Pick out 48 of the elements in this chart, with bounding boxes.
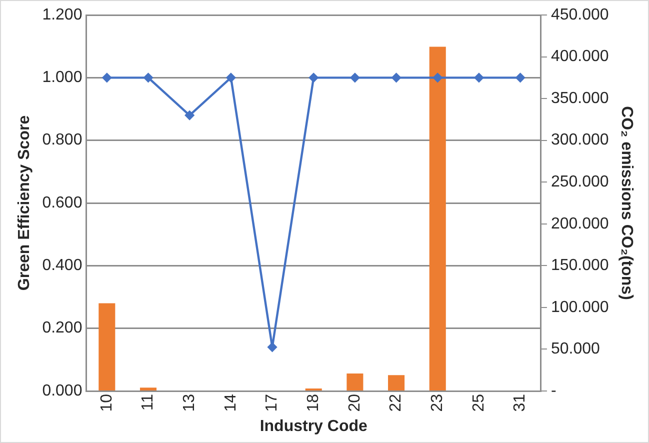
y2-tick-label: 450.000 bbox=[550, 6, 609, 24]
x-tick-label: 22 bbox=[388, 394, 405, 412]
y2-tick-label: 50.000 bbox=[550, 340, 600, 358]
y-tick-label: 0.400 bbox=[42, 257, 82, 274]
y-tick-label: 1.200 bbox=[42, 6, 82, 24]
y2-tick-label: 300.000 bbox=[550, 132, 609, 149]
bar bbox=[346, 373, 364, 391]
x-tick-label: 11 bbox=[140, 394, 157, 411]
point bbox=[516, 73, 525, 82]
point bbox=[433, 73, 442, 82]
bar bbox=[140, 388, 157, 391]
x-tick-label: 10 bbox=[98, 394, 116, 412]
x-axis-title: Industry Code bbox=[260, 418, 368, 435]
point bbox=[350, 73, 360, 82]
x-tick-label: 14 bbox=[222, 394, 240, 412]
x-tick-label: 25 bbox=[470, 394, 488, 412]
y2-tick-label: 150.000 bbox=[550, 257, 609, 274]
point bbox=[144, 73, 153, 82]
y2-tick-label: 200.000 bbox=[550, 215, 609, 232]
y2-tick-label: 400.000 bbox=[550, 48, 609, 66]
y-axis-title: Green Efficiency Score bbox=[16, 115, 34, 291]
x-tick-label: 23 bbox=[429, 394, 446, 412]
y2-tick-label: 250.000 bbox=[550, 174, 609, 191]
point bbox=[309, 73, 318, 82]
point bbox=[226, 73, 236, 82]
x-tick-label: 17 bbox=[264, 394, 281, 412]
y2-tick-label: 100.000 bbox=[550, 298, 609, 316]
y2-tick-label: - bbox=[550, 382, 556, 400]
point bbox=[268, 342, 277, 352]
bar bbox=[429, 46, 446, 391]
y-tick-label: 0.600 bbox=[42, 194, 82, 212]
y-tick-label: 0.000 bbox=[42, 382, 82, 400]
x-tick-label: 13 bbox=[180, 394, 198, 412]
bar bbox=[388, 375, 405, 391]
point bbox=[392, 73, 401, 82]
bar bbox=[98, 303, 116, 391]
x-tick-label: 20 bbox=[346, 394, 364, 412]
bar bbox=[305, 388, 322, 391]
y-tick-label: 0.800 bbox=[42, 132, 82, 149]
y2-axis-title: CO₂ emissions CO₂(tons) bbox=[618, 106, 635, 300]
y2-tick-label: 350.000 bbox=[550, 90, 609, 107]
point bbox=[184, 110, 194, 120]
point bbox=[102, 73, 112, 82]
point bbox=[474, 73, 484, 82]
y-tick-label: 1.000 bbox=[42, 69, 82, 86]
y-tick-label: 0.200 bbox=[42, 320, 82, 337]
x-tick-label: 18 bbox=[305, 394, 322, 412]
x-tick-label: 31 bbox=[512, 394, 529, 412]
